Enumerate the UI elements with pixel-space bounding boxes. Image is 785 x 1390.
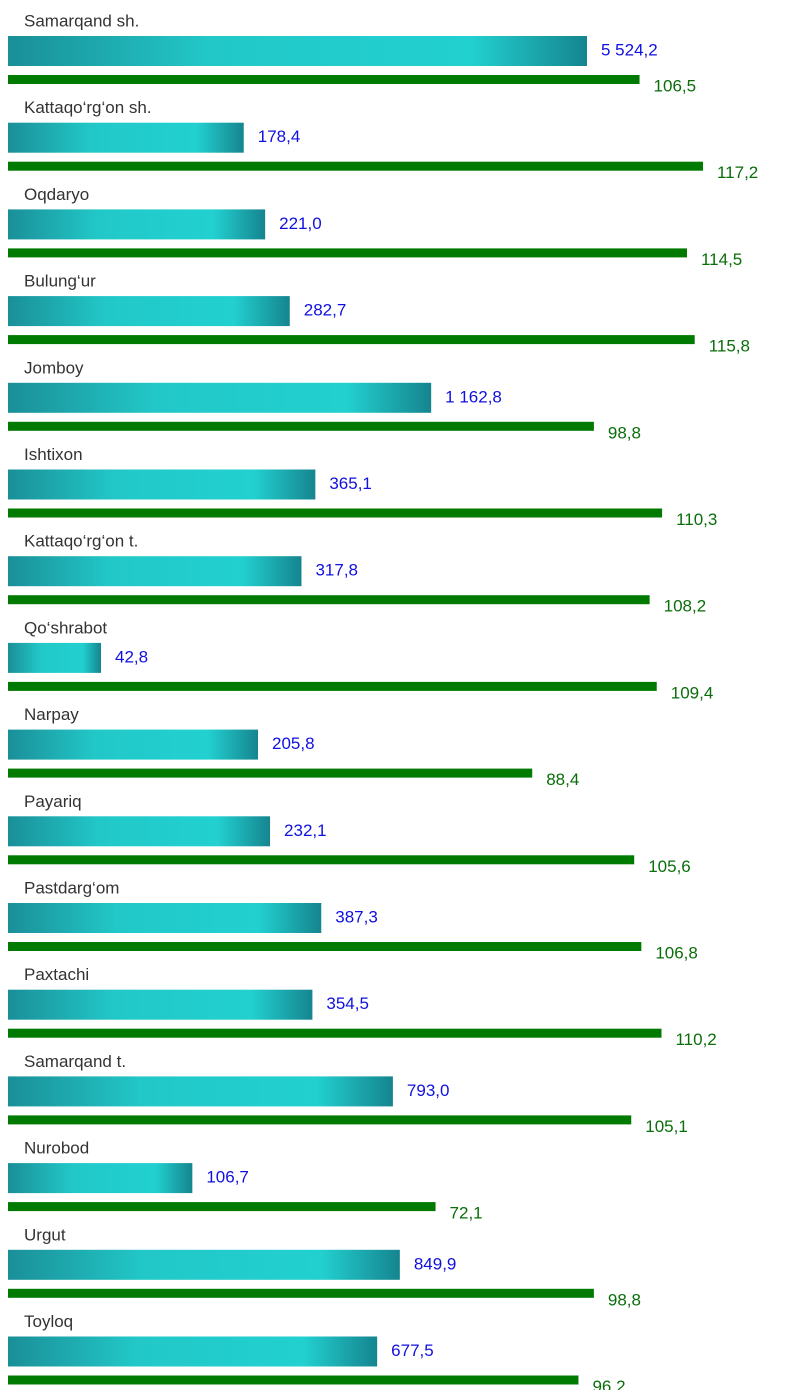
bar: [8, 855, 635, 865]
bar: [8, 382, 432, 413]
bar: [8, 122, 244, 153]
bar: [8, 248, 687, 258]
bar: [8, 36, 587, 66]
value-label: 365,1: [329, 474, 372, 493]
category-label: Urgut: [24, 1225, 66, 1244]
bar: [8, 595, 650, 605]
value-label: 110,3: [676, 510, 717, 529]
bar: [8, 642, 101, 673]
bar: [8, 1076, 393, 1107]
value-label: 317,8: [315, 561, 358, 580]
bar: [8, 1375, 579, 1385]
bar: [8, 1249, 400, 1280]
value-label: 117,2: [717, 163, 758, 182]
bar: [8, 209, 266, 240]
value-label: 105,1: [645, 1117, 688, 1136]
value-label: 849,9: [414, 1254, 457, 1273]
value-label: 96,2: [592, 1377, 625, 1390]
bar: [8, 903, 322, 933]
value-label: 106,5: [654, 76, 697, 95]
bar: [8, 816, 271, 847]
bar: [8, 508, 663, 518]
category-label: Samarqand sh.: [24, 11, 139, 30]
value-label: 109,4: [671, 683, 714, 702]
category-label: Bulung‘ur: [24, 272, 96, 291]
value-label: 178,4: [258, 127, 301, 146]
value-label: 282,7: [304, 301, 347, 320]
value-label: 1 162,8: [445, 387, 502, 406]
bar: [8, 469, 316, 500]
bar: [8, 335, 695, 345]
category-label: Kattaqo‘rg‘on sh.: [24, 98, 152, 117]
value-label: 354,5: [326, 994, 369, 1013]
value-label: 42,8: [115, 647, 148, 666]
category-label: Paxtachi: [24, 965, 89, 984]
bar: [8, 1163, 193, 1194]
category-label: Jomboy: [24, 358, 84, 377]
value-label: 793,0: [407, 1081, 450, 1100]
bar: [8, 1202, 436, 1212]
bar: [8, 1115, 632, 1125]
value-label: 232,1: [284, 821, 327, 840]
bar: [8, 768, 533, 778]
category-label: Samarqand t.: [24, 1052, 126, 1071]
value-label: 106,7: [206, 1168, 249, 1187]
value-label: 205,8: [272, 734, 315, 753]
category-label: Qo‘shrabot: [24, 618, 107, 637]
bar: [8, 729, 259, 760]
value-label: 105,6: [648, 857, 691, 876]
category-label: Payariq: [24, 792, 82, 811]
bar: [8, 942, 642, 951]
value-label: 221,0: [279, 214, 322, 233]
value-label: 106,8: [655, 943, 698, 962]
value-label: 115,8: [709, 337, 750, 356]
bar: [8, 1336, 378, 1367]
bar: [8, 75, 640, 84]
bar: [8, 1288, 594, 1298]
bar: [8, 989, 313, 1020]
value-label: 72,1: [450, 1204, 483, 1223]
category-label: Oqdaryo: [24, 185, 89, 204]
bar: [8, 296, 290, 327]
value-label: 98,8: [608, 423, 641, 442]
category-label: Kattaqo‘rg‘on t.: [24, 532, 138, 551]
bar: [8, 681, 657, 691]
value-label: 114,5: [701, 250, 742, 269]
value-label: 387,3: [335, 907, 378, 926]
category-label: Narpay: [24, 705, 79, 724]
bar: [8, 161, 703, 171]
value-label: 677,5: [391, 1341, 434, 1360]
value-label: 5 524,2: [601, 40, 658, 59]
category-label: Ishtixon: [24, 445, 83, 464]
bar: [8, 421, 594, 431]
value-label: 110,2: [675, 1030, 716, 1049]
value-label: 108,2: [664, 597, 707, 616]
bar: [8, 1028, 662, 1038]
category-label: Toyloq: [24, 1312, 73, 1331]
value-label: 88,4: [546, 770, 579, 789]
category-label: Nurobod: [24, 1139, 89, 1158]
category-label: Pastdarg‘om: [24, 878, 119, 897]
bar: [8, 556, 302, 587]
value-label: 98,8: [608, 1290, 641, 1309]
